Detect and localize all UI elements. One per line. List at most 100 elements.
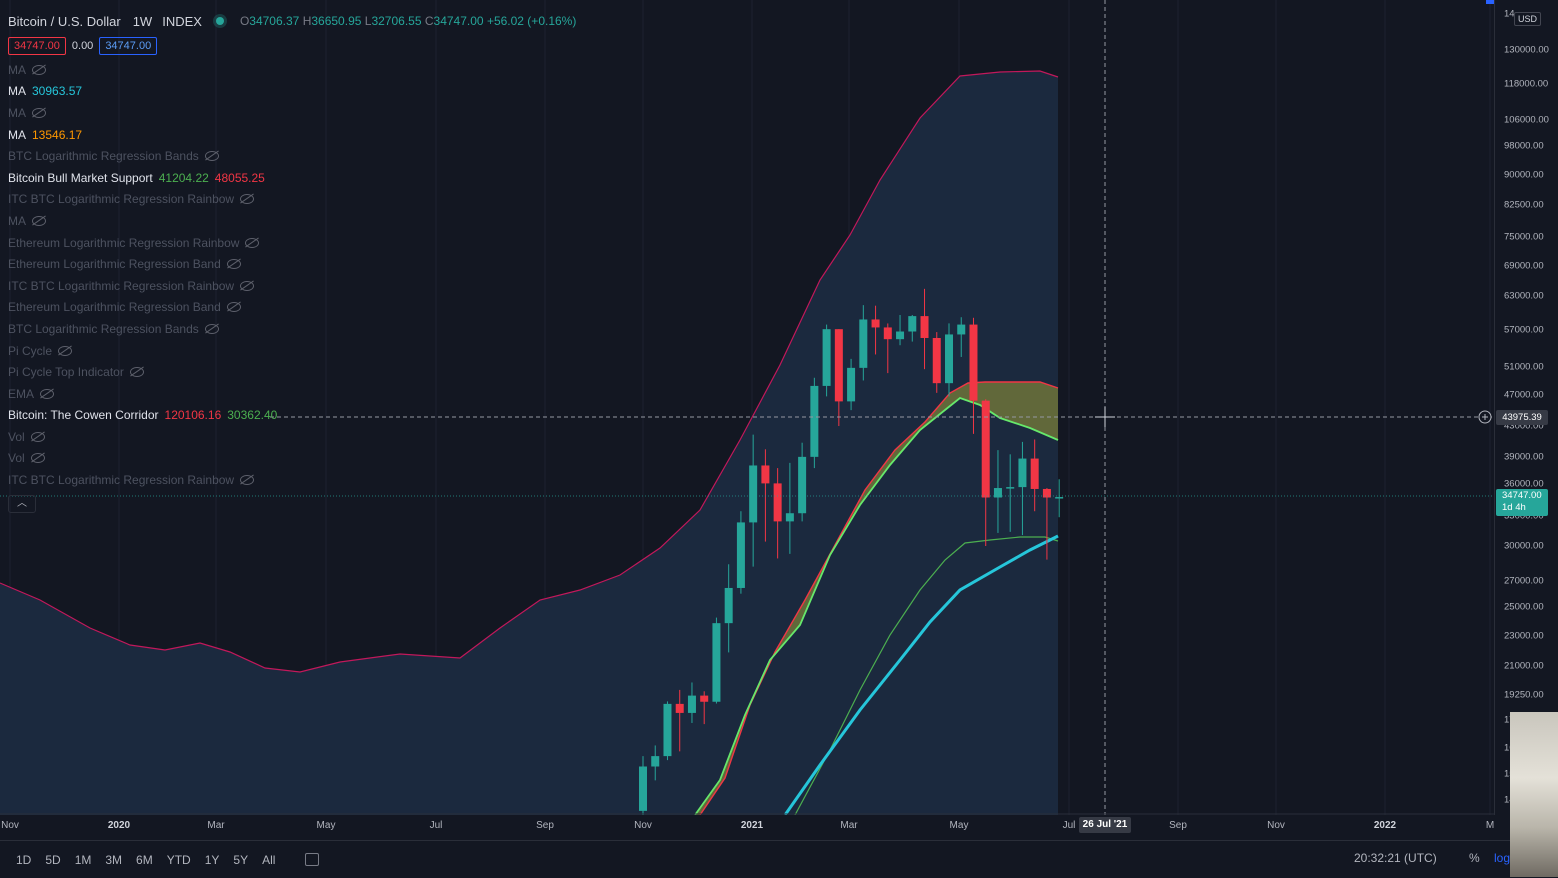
candle-body — [724, 587, 733, 624]
buy-price-button[interactable]: 34747.00 — [99, 37, 158, 55]
range-button[interactable]: 1Y — [204, 852, 220, 867]
time-axis-label: 2022 — [1373, 820, 1397, 831]
hidden-eye-icon[interactable] — [32, 107, 46, 118]
indicator-row[interactable]: Ethereum Logarithmic Regression Rainbow — [8, 232, 576, 254]
utc-clock[interactable]: 20:32:21 (UTC) — [1354, 851, 1437, 865]
indicator-row[interactable]: Bitcoin Bull Market Support 41204.22 48055… — [8, 167, 576, 189]
hidden-eye-icon[interactable] — [129, 367, 144, 378]
price-axis-label: 36000.00 — [1504, 478, 1544, 490]
indicator-name: MA — [8, 84, 26, 99]
indicator-name: ITC BTC Logarithmic Regression Rainbow — [8, 278, 235, 293]
indicator-row[interactable]: Bitcoin: The Cowen Corridor 120106.16 3036… — [8, 405, 576, 427]
indicator-row[interactable]: Ethereum Logarithmic Regression Band — [8, 297, 576, 319]
candle-body — [639, 766, 647, 811]
hidden-eye-icon[interactable] — [245, 237, 260, 248]
indicator-value: 30963.57 — [32, 84, 83, 99]
hidden-eye-icon[interactable] — [240, 194, 255, 205]
hidden-eye-icon[interactable] — [30, 431, 45, 442]
indicator-name: MA — [8, 127, 26, 142]
symbol-interval[interactable]: 1W — [132, 13, 153, 29]
hidden-eye-icon[interactable] — [204, 323, 219, 334]
hidden-eye-icon[interactable] — [240, 280, 255, 291]
time-axis-label: Nov — [634, 820, 652, 831]
hidden-eye-icon[interactable] — [32, 64, 46, 75]
time-axis-label: Sep — [1169, 820, 1187, 831]
collapse-legend-button[interactable]: ︿ — [8, 495, 36, 513]
indicator-row[interactable]: MA 13546.17 — [8, 124, 576, 146]
candle-body — [993, 488, 1002, 498]
time-axis-label: May — [949, 820, 969, 831]
indicator-row[interactable]: Pi Cycle — [8, 340, 576, 362]
range-button[interactable]: 5D — [45, 852, 61, 867]
hidden-eye-icon[interactable] — [226, 302, 241, 313]
symbol-title-row: Bitcoin / U.S. Dollar 1W INDEX O34706.37… — [8, 12, 576, 30]
range-button[interactable]: 3M — [105, 852, 123, 867]
candle-body — [859, 319, 868, 368]
candle-body — [1018, 458, 1027, 488]
candle-body — [883, 327, 892, 340]
indicator-row[interactable]: Vol — [8, 448, 576, 470]
range-button[interactable]: 1D — [16, 852, 32, 867]
indicator-row[interactable]: ITC BTC Logarithmic Regression Rainbow — [8, 189, 576, 211]
indicator-name: Bitcoin: The Cowen Corridor — [8, 408, 159, 423]
indicator-row[interactable]: MA 30963.57 — [8, 81, 576, 103]
hidden-eye-icon[interactable] — [240, 475, 255, 486]
indicator-row[interactable]: MA — [8, 102, 576, 124]
indicator-row[interactable]: BTC Logarithmic Regression Bands — [8, 318, 576, 340]
last-price-label: 34747.00 1d 4h — [1496, 489, 1548, 516]
indicator-row[interactable]: MA — [8, 210, 576, 232]
indicator-row[interactable]: Pi Cycle Top Indicator — [8, 361, 576, 383]
range-button[interactable]: YTD — [166, 852, 191, 867]
add-alert-plus-icon[interactable] — [1478, 410, 1492, 424]
time-axis-label: Nov — [1, 820, 19, 831]
indicator-value: 30362.40 — [227, 408, 278, 423]
price-axis-label: 14 — [1504, 795, 1515, 806]
hidden-eye-icon[interactable] — [30, 453, 45, 464]
symbol-name[interactable]: Bitcoin / U.S. Dollar — [8, 13, 121, 29]
indicator-name: Vol — [8, 451, 25, 466]
sell-price-button[interactable]: 34747.00 — [8, 37, 66, 55]
candle-body — [712, 623, 721, 702]
log-scale-toggle[interactable]: log — [1494, 851, 1511, 865]
range-button[interactable]: 6M — [136, 852, 153, 867]
indicator-name: Vol — [8, 429, 25, 444]
indicator-row[interactable]: EMA — [8, 383, 576, 405]
indicator-name: BTC Logarithmic Regression Bands — [8, 321, 199, 336]
indicator-row[interactable]: Vol — [8, 426, 576, 448]
bull-market-support-sma-line — [694, 396, 1059, 815]
indicator-row[interactable]: MA — [8, 59, 576, 81]
indicator-row[interactable]: ITC BTC Logarithmic Regression Rainbow — [8, 275, 576, 297]
price-chart[interactable] — [0, 0, 1494, 815]
hidden-eye-icon[interactable] — [58, 345, 73, 356]
range-button[interactable]: 1M — [74, 852, 92, 867]
market-status-icon — [215, 17, 224, 25]
ohlc-open-label: O — [239, 14, 250, 28]
price-axis[interactable] — [1494, 0, 1558, 815]
hidden-eye-icon[interactable] — [32, 215, 46, 226]
candle-body — [687, 695, 696, 713]
ohlc-high-label: H — [302, 14, 312, 28]
hidden-eye-icon[interactable] — [204, 151, 219, 162]
currency-selector[interactable]: USD — [1514, 12, 1542, 26]
range-button[interactable]: 5Y — [233, 852, 249, 867]
indicator-name: ITC BTC Logarithmic Regression Rainbow — [8, 192, 235, 207]
ma-thin-green-line — [794, 536, 1059, 815]
hidden-eye-icon[interactable] — [226, 259, 241, 270]
percent-scale-toggle[interactable]: % — [1469, 851, 1480, 865]
candle-body — [908, 316, 917, 332]
goto-date-calendar-icon[interactable] — [305, 853, 320, 866]
indicator-name: ITC BTC Logarithmic Regression Rainbow — [8, 473, 235, 488]
range-button[interactable]: All — [262, 852, 276, 867]
indicator-row[interactable]: Ethereum Logarithmic Regression Band — [8, 253, 576, 275]
ohlc-high: 36650.95 — [311, 14, 362, 28]
time-axis-label: Jul — [1062, 820, 1076, 831]
hidden-eye-icon[interactable] — [40, 388, 55, 399]
indicator-name: Ethereum Logarithmic Regression Band — [8, 257, 221, 272]
price-axis-label: 75000.00 — [1504, 231, 1544, 243]
ohlc-low-label: L — [364, 14, 372, 28]
indicator-value: 120106.16 — [164, 408, 222, 423]
indicator-row[interactable]: ITC BTC Logarithmic Regression Rainbow — [8, 469, 576, 491]
candle-body — [675, 703, 684, 713]
indicator-name: MA — [8, 105, 26, 120]
indicator-row[interactable]: BTC Logarithmic Regression Bands — [8, 145, 576, 167]
